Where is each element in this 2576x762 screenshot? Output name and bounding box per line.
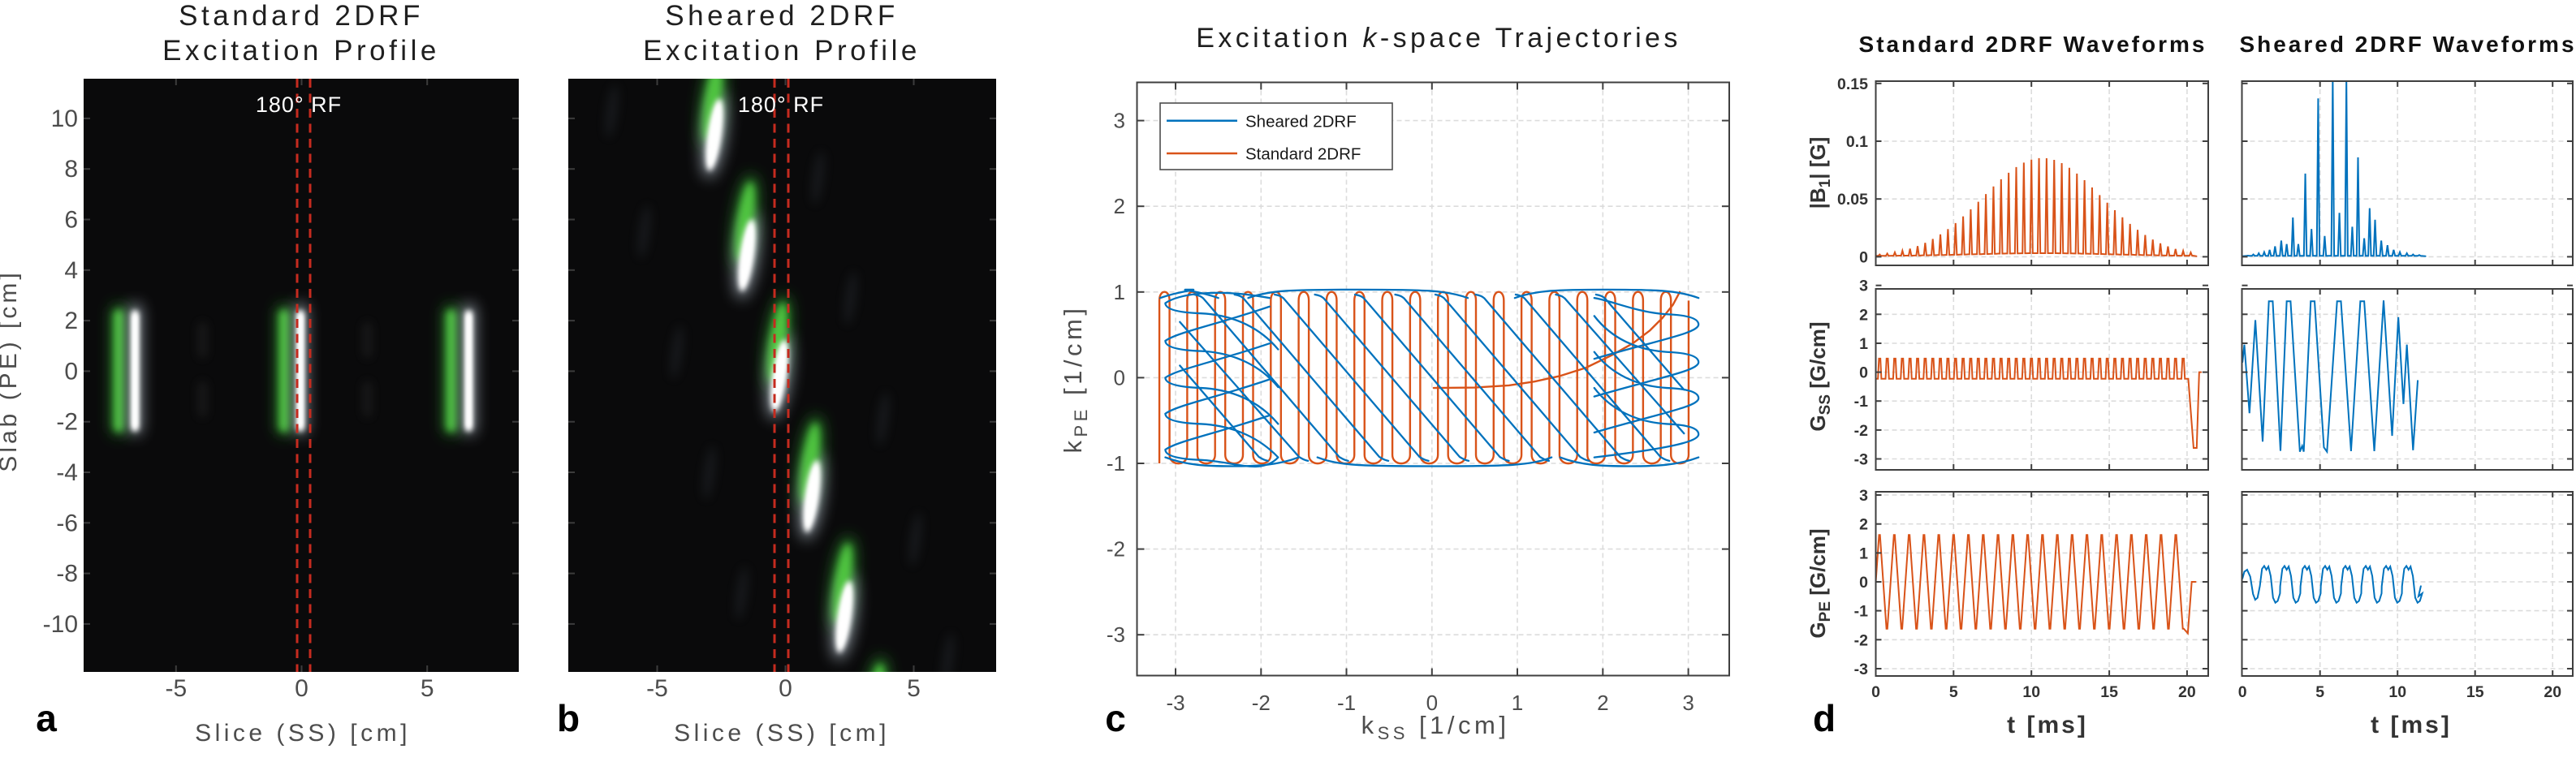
svg-text:180° RF: 180° RF — [256, 93, 342, 117]
svg-text:20: 20 — [2544, 683, 2561, 701]
svg-text:0: 0 — [1859, 248, 1868, 266]
svg-text:-3: -3 — [1107, 622, 1125, 647]
svg-text:a: a — [36, 697, 57, 739]
svg-text:-2: -2 — [1854, 422, 1868, 440]
svg-text:-1: -1 — [1854, 603, 1868, 621]
svg-text:0: 0 — [2238, 683, 2247, 701]
svg-text:-3: -3 — [1166, 691, 1184, 715]
svg-text:1: 1 — [1114, 280, 1125, 304]
svg-text:|B1| [G]: |B1| [G] — [1806, 137, 1834, 209]
svg-text:-5: -5 — [646, 675, 668, 702]
svg-text:d: d — [1813, 697, 1836, 739]
svg-text:Sheared 2DRF Waveforms: Sheared 2DRF Waveforms — [2239, 32, 2576, 57]
svg-text:-3: -3 — [1854, 451, 1868, 469]
svg-text:kPE [1/cm]: kPE [1/cm] — [1059, 305, 1091, 454]
svg-text:5: 5 — [907, 675, 921, 702]
svg-text:20: 20 — [2178, 683, 2196, 701]
svg-text:-2: -2 — [56, 409, 78, 436]
svg-text:15: 15 — [2100, 683, 2118, 701]
svg-text:Excitation k-space Trajectorie: Excitation k-space Trajectories — [1196, 23, 1681, 54]
svg-text:-4: -4 — [56, 459, 78, 486]
svg-text:-1: -1 — [1854, 393, 1868, 411]
svg-text:Standard 2DRF: Standard 2DRF — [1245, 145, 1361, 164]
svg-text:3: 3 — [1859, 487, 1868, 505]
svg-text:Standard 2DRF: Standard 2DRF — [179, 0, 424, 32]
svg-text:b: b — [557, 697, 580, 739]
svg-text:0.15: 0.15 — [1837, 75, 1868, 93]
svg-text:4: 4 — [64, 257, 78, 284]
svg-text:t [ms]: t [ms] — [2371, 712, 2452, 738]
svg-text:1: 1 — [1859, 335, 1868, 353]
svg-text:1: 1 — [1859, 545, 1868, 562]
svg-text:Slab (PE) [cm]: Slab (PE) [cm] — [0, 269, 22, 471]
svg-text:0: 0 — [1426, 691, 1438, 715]
svg-text:15: 15 — [2466, 683, 2484, 701]
svg-text:Slice (SS) [cm]: Slice (SS) [cm] — [674, 720, 890, 747]
svg-text:-6: -6 — [56, 510, 78, 536]
svg-text:10: 10 — [51, 105, 78, 132]
svg-text:-5: -5 — [165, 675, 187, 702]
svg-text:1: 1 — [1512, 691, 1523, 715]
svg-text:Sheared 2DRF: Sheared 2DRF — [665, 0, 898, 32]
svg-text:-2: -2 — [1854, 631, 1868, 649]
svg-text:10: 10 — [2388, 683, 2406, 701]
svg-text:-1: -1 — [1107, 451, 1125, 476]
svg-text:Slice (SS) [cm]: Slice (SS) [cm] — [195, 720, 411, 747]
svg-text:Excitation Profile: Excitation Profile — [643, 35, 921, 67]
svg-text:0: 0 — [1859, 364, 1868, 382]
svg-text:0.1: 0.1 — [1846, 133, 1868, 151]
svg-text:10: 10 — [2022, 683, 2040, 701]
svg-text:-2: -2 — [1252, 691, 1271, 715]
svg-text:5: 5 — [1949, 683, 1958, 701]
svg-text:Sheared 2DRF: Sheared 2DRF — [1245, 113, 1357, 131]
svg-text:0: 0 — [1871, 683, 1880, 701]
svg-text:8: 8 — [64, 156, 78, 183]
svg-text:t [ms]: t [ms] — [2007, 712, 2088, 738]
svg-text:0: 0 — [295, 675, 309, 702]
svg-text:180° RF: 180° RF — [738, 93, 824, 117]
svg-text:0: 0 — [779, 675, 792, 702]
svg-text:3: 3 — [1682, 691, 1694, 715]
svg-text:3: 3 — [1114, 109, 1125, 133]
svg-text:-2: -2 — [1107, 537, 1125, 562]
svg-text:5: 5 — [421, 675, 434, 702]
svg-text:-3: -3 — [1854, 661, 1868, 678]
svg-text:2: 2 — [64, 308, 78, 334]
svg-text:0.05: 0.05 — [1837, 191, 1868, 209]
svg-text:3: 3 — [1859, 278, 1868, 295]
svg-text:2: 2 — [1114, 194, 1125, 218]
svg-text:-8: -8 — [56, 561, 78, 588]
svg-text:2: 2 — [1859, 306, 1868, 324]
svg-text:GSS [G/cm]: GSS [G/cm] — [1806, 321, 1834, 431]
svg-text:5: 5 — [2315, 683, 2324, 701]
svg-text:0: 0 — [64, 358, 78, 385]
svg-text:2: 2 — [1859, 516, 1868, 534]
svg-text:Standard 2DRF Waveforms: Standard 2DRF Waveforms — [1859, 32, 2207, 57]
svg-text:0: 0 — [1859, 574, 1868, 592]
svg-text:0: 0 — [1114, 365, 1125, 390]
svg-text:-10: -10 — [43, 611, 78, 638]
svg-text:-1: -1 — [1337, 691, 1356, 715]
svg-text:Excitation Profile: Excitation Profile — [162, 35, 440, 67]
svg-text:6: 6 — [64, 207, 78, 234]
svg-text:c: c — [1105, 697, 1126, 739]
svg-text:2: 2 — [1597, 691, 1608, 715]
